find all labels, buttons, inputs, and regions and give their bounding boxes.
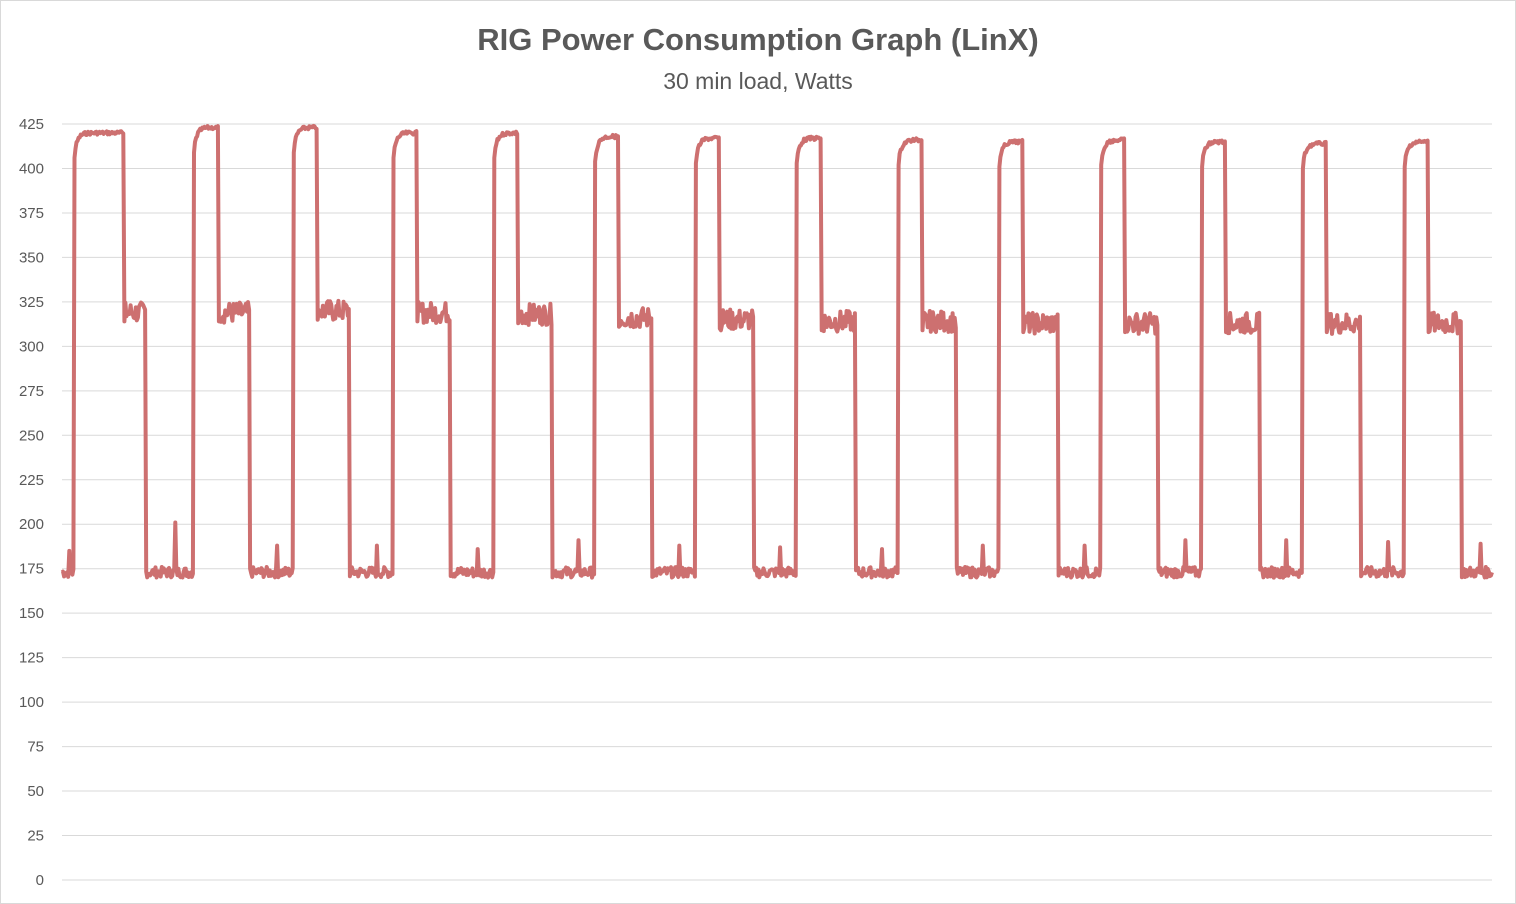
- chart-title: RIG Power Consumption Graph (LinX): [477, 22, 1039, 57]
- y-tick-label: 25: [27, 828, 44, 845]
- y-tick-label: 125: [19, 650, 44, 667]
- y-tick-label: 300: [19, 338, 44, 355]
- y-tick-label: 75: [27, 739, 44, 756]
- y-tick-label: 50: [27, 783, 44, 800]
- y-tick-label: 200: [19, 516, 44, 533]
- y-tick-label: 425: [19, 116, 44, 133]
- y-tick-label: 175: [19, 561, 44, 578]
- plot-area: [60, 123, 1494, 580]
- gridlines: [62, 123, 1492, 881]
- y-tick-label: 100: [19, 694, 44, 711]
- y-tick-label: 375: [19, 205, 44, 222]
- y-tick-label: 325: [19, 294, 44, 311]
- y-tick-label: 0: [36, 872, 44, 889]
- y-tick-label: 150: [19, 605, 44, 622]
- y-tick-label: 250: [19, 427, 44, 444]
- power-series-line: [60, 123, 1494, 580]
- chart-subtitle: 30 min load, Watts: [663, 68, 853, 94]
- y-tick-label: 350: [19, 249, 44, 266]
- y-axis: 0 25 50 75 100 125 150 175 200 225 250 275 300 325 350…: [19, 116, 44, 889]
- y-tick-label: 400: [19, 160, 44, 177]
- y-tick-label: 275: [19, 383, 44, 400]
- y-tick-label: 225: [19, 472, 44, 489]
